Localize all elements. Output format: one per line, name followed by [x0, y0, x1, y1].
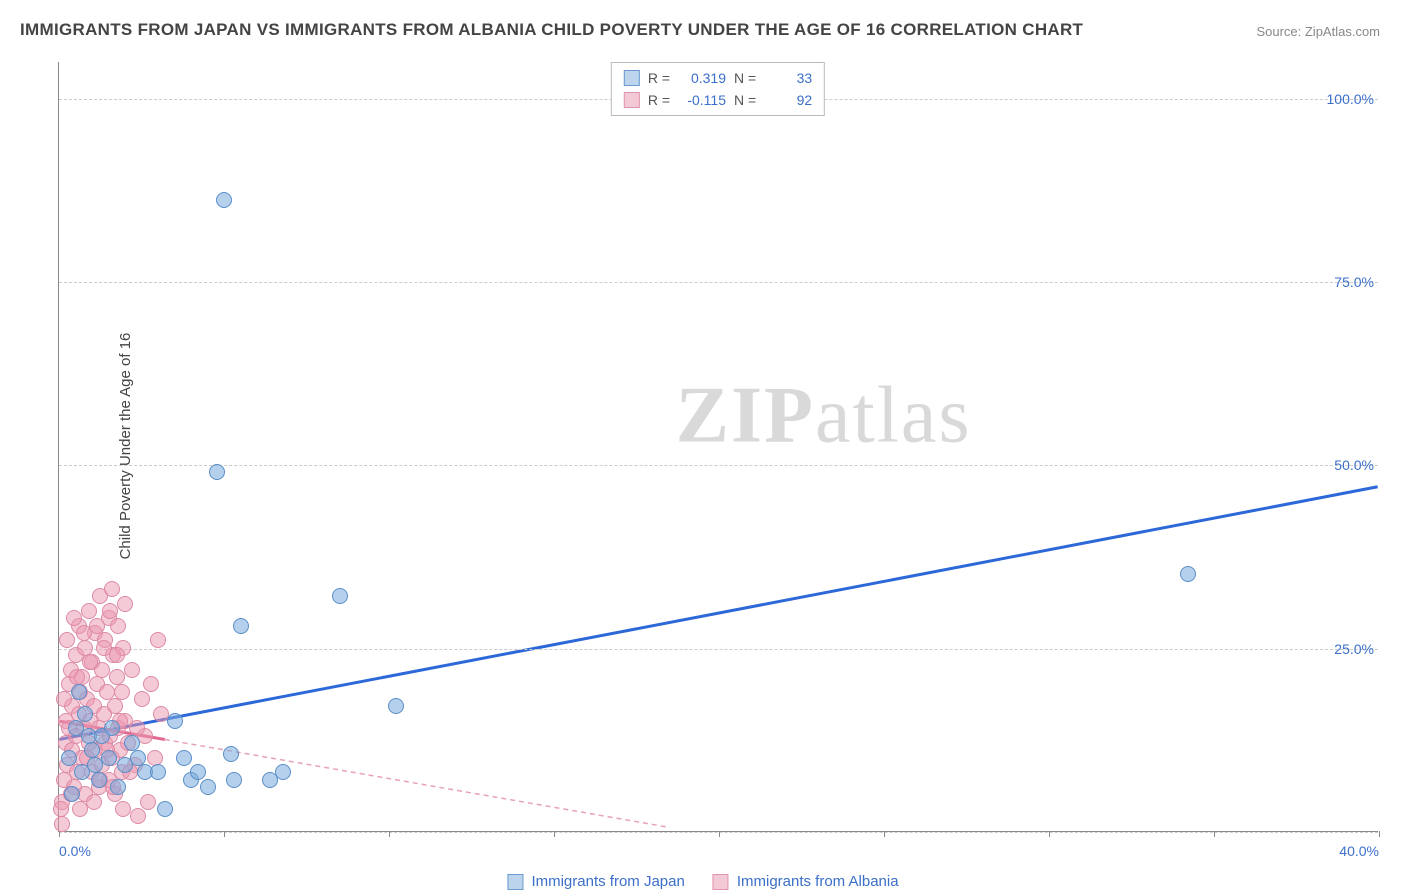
r-value-japan: 0.319 — [678, 67, 726, 89]
data-point — [110, 779, 126, 795]
r-value-albania: -0.115 — [678, 89, 726, 111]
gridline — [59, 465, 1378, 466]
data-point — [117, 596, 133, 612]
data-point — [134, 691, 150, 707]
legend-item-japan: Immigrants from Japan — [507, 873, 684, 890]
data-point — [104, 720, 120, 736]
data-point — [143, 676, 159, 692]
n-value-albania: 92 — [764, 89, 812, 111]
x-tick — [719, 831, 720, 837]
data-point — [84, 742, 100, 758]
data-point — [110, 618, 126, 634]
n-value-japan: 33 — [764, 67, 812, 89]
data-point — [77, 640, 93, 656]
legend-item-albania: Immigrants from Albania — [713, 873, 899, 890]
data-point — [64, 786, 80, 802]
data-point — [147, 750, 163, 766]
data-point — [59, 632, 75, 648]
n-label: N = — [734, 89, 756, 111]
data-point — [53, 801, 69, 817]
chart-title: IMMIGRANTS FROM JAPAN VS IMMIGRANTS FROM… — [20, 20, 1083, 40]
x-tick — [1214, 831, 1215, 837]
data-point — [275, 764, 291, 780]
gridline — [59, 282, 1378, 283]
data-point — [101, 750, 117, 766]
data-point — [130, 808, 146, 824]
data-point — [86, 794, 102, 810]
swatch-japan — [624, 70, 640, 86]
data-point — [176, 750, 192, 766]
data-point — [226, 772, 242, 788]
data-point — [109, 669, 125, 685]
legend-label-japan: Immigrants from Japan — [531, 873, 684, 890]
bottom-legend: Immigrants from Japan Immigrants from Al… — [507, 873, 898, 890]
x-tick — [554, 831, 555, 837]
stats-row-albania: R = -0.115 N = 92 — [624, 89, 812, 111]
data-point — [91, 772, 107, 788]
x-tick — [1379, 831, 1380, 837]
data-point — [124, 735, 140, 751]
x-tick-label: 0.0% — [59, 843, 91, 859]
stats-box: R = 0.319 N = 33 R = -0.115 N = 92 — [611, 62, 825, 116]
data-point — [77, 706, 93, 722]
data-point — [190, 764, 206, 780]
data-point — [140, 794, 156, 810]
data-point — [102, 603, 118, 619]
data-point — [200, 779, 216, 795]
y-tick-label: 25.0% — [1334, 641, 1380, 657]
data-point — [89, 618, 105, 634]
y-tick-label: 50.0% — [1334, 457, 1380, 473]
data-point — [115, 801, 131, 817]
data-point — [107, 698, 123, 714]
data-point — [69, 669, 85, 685]
x-tick — [389, 831, 390, 837]
x-tick — [1049, 831, 1050, 837]
data-point — [209, 464, 225, 480]
n-label: N = — [734, 67, 756, 89]
data-point — [56, 691, 72, 707]
data-point — [66, 610, 82, 626]
data-point — [81, 603, 97, 619]
y-tick-label: 100.0% — [1327, 91, 1380, 107]
data-point — [332, 588, 348, 604]
x-tick-label: 40.0% — [1339, 843, 1379, 859]
r-label: R = — [648, 89, 670, 111]
data-point — [54, 816, 70, 832]
r-label: R = — [648, 67, 670, 89]
data-point — [99, 684, 115, 700]
data-point — [216, 192, 232, 208]
data-point — [104, 581, 120, 597]
data-point — [223, 746, 239, 762]
y-tick-label: 75.0% — [1334, 274, 1380, 290]
data-point — [114, 684, 130, 700]
gridline — [59, 649, 1378, 650]
swatch-japan — [507, 874, 523, 890]
data-point — [150, 632, 166, 648]
legend-label-albania: Immigrants from Albania — [737, 873, 899, 890]
data-point — [71, 684, 87, 700]
data-point — [61, 750, 77, 766]
source-attribution: Source: ZipAtlas.com — [1256, 24, 1380, 39]
data-point — [388, 698, 404, 714]
swatch-albania — [624, 92, 640, 108]
x-tick — [224, 831, 225, 837]
chart-area: ZIPatlas 25.0%50.0%75.0%100.0%0.0%40.0% … — [58, 62, 1378, 832]
swatch-albania — [713, 874, 729, 890]
data-point — [82, 654, 98, 670]
data-point — [1180, 566, 1196, 582]
x-tick — [59, 831, 60, 837]
data-point — [109, 647, 125, 663]
data-point — [130, 750, 146, 766]
data-point — [167, 713, 183, 729]
trend-lines — [59, 62, 1378, 831]
trend-line — [59, 487, 1377, 740]
data-point — [157, 801, 173, 817]
data-point — [124, 662, 140, 678]
plot-region: 25.0%50.0%75.0%100.0%0.0%40.0% — [58, 62, 1378, 832]
stats-row-japan: R = 0.319 N = 33 — [624, 67, 812, 89]
data-point — [129, 720, 145, 736]
data-point — [150, 764, 166, 780]
data-point — [233, 618, 249, 634]
x-tick — [884, 831, 885, 837]
